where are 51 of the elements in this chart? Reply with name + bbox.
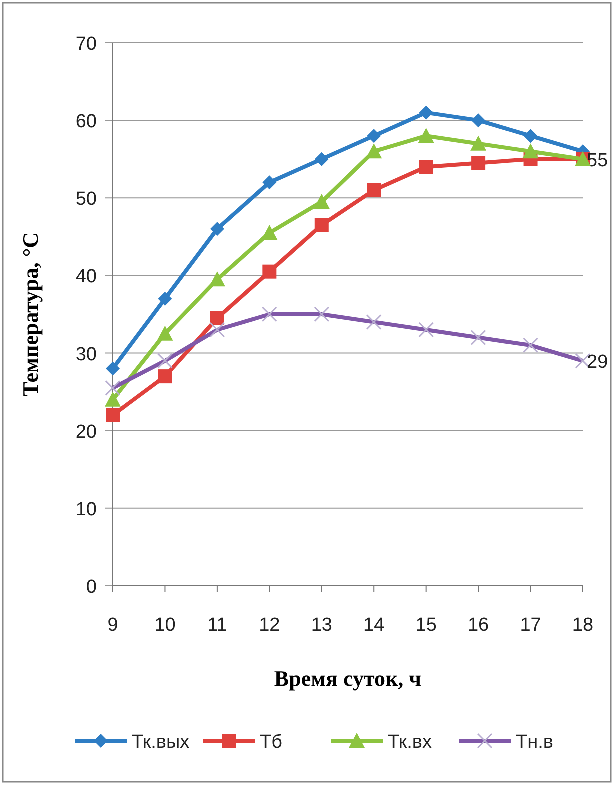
point: [367, 129, 382, 144]
y-tick-label: 0: [86, 577, 97, 598]
point: [158, 292, 172, 306]
point: [106, 408, 120, 422]
y-tick-label: 70: [76, 34, 97, 55]
point: [314, 218, 329, 232]
point: [262, 225, 278, 240]
point: [106, 362, 120, 376]
point: [366, 144, 382, 159]
point: [158, 370, 172, 384]
point: [314, 194, 330, 210]
y-tick-label: 20: [76, 422, 97, 443]
point: [209, 272, 226, 287]
point: [262, 264, 277, 279]
legend-label: Тн.в: [516, 732, 554, 753]
x-tick-label: 11: [208, 615, 228, 636]
x-tick-label: 9: [108, 615, 118, 636]
y-tick-label: 40: [76, 266, 97, 288]
point: [524, 129, 538, 144]
point: [157, 326, 174, 341]
point: [419, 160, 434, 174]
x-tick-label: 16: [468, 615, 490, 636]
legend-label: Тб: [260, 732, 283, 753]
x-tick-label: 18: [572, 615, 594, 636]
point: [262, 176, 277, 190]
legend-label: Тк.вх: [388, 732, 432, 753]
y-tick-label: 50: [76, 189, 97, 210]
point: [367, 183, 382, 198]
point: [470, 136, 487, 151]
x-tick-label: 12: [259, 615, 280, 636]
y-tick-label: 30: [76, 344, 97, 366]
legend-label: Тк.вых: [132, 732, 190, 753]
x-tick-label: 17: [520, 615, 542, 636]
x-tick-label: 14: [364, 615, 386, 636]
x-tick-label: 15: [416, 615, 437, 636]
point: [472, 114, 486, 128]
point: [472, 156, 486, 170]
point: [419, 106, 434, 120]
point: [314, 152, 329, 166]
x-axis-title: Время суток, ч: [274, 666, 422, 691]
point: [210, 222, 224, 236]
point: [105, 392, 121, 407]
y-tick-label: 10: [76, 499, 97, 520]
y-tick-label: 60: [76, 112, 97, 133]
x-tick-label: 13: [311, 615, 332, 636]
point: [210, 311, 224, 326]
point: [418, 128, 434, 144]
data-label: 29: [587, 352, 608, 374]
point: [522, 144, 539, 159]
x-tick-label: 10: [154, 615, 176, 636]
y-axis-title: Температура, °С: [18, 232, 43, 397]
